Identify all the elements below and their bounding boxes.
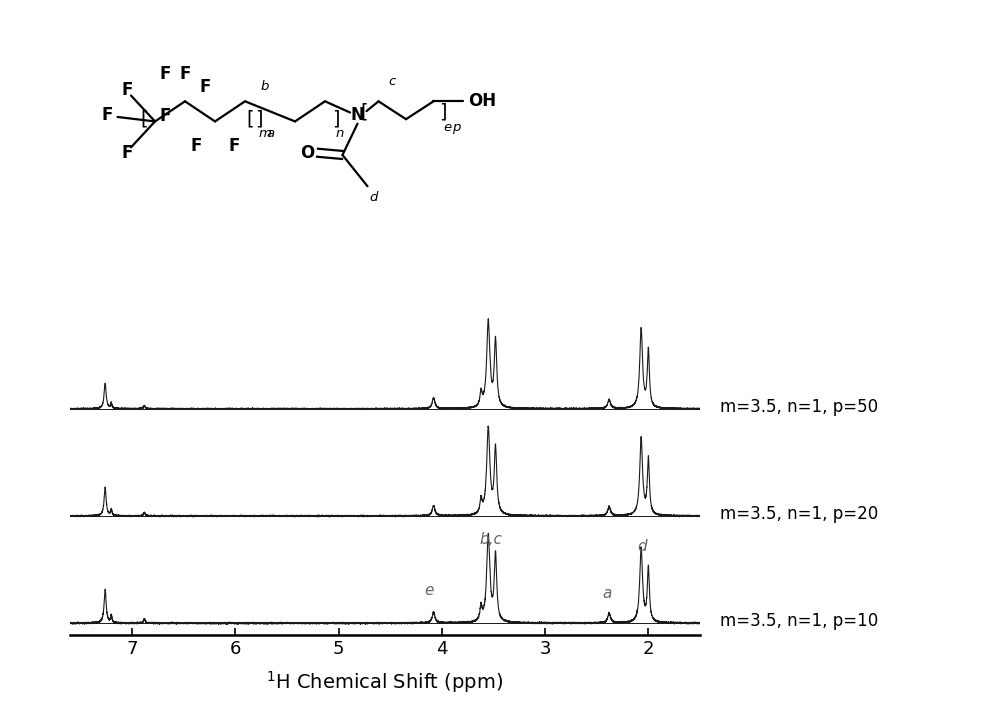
Text: n: n: [336, 128, 344, 140]
Text: O: O: [300, 144, 315, 162]
Text: m=3.5, n=1, p=50: m=3.5, n=1, p=50: [720, 397, 878, 416]
Text: OH: OH: [468, 92, 497, 110]
X-axis label: $^{1}$H Chemical Shift (ppm): $^{1}$H Chemical Shift (ppm): [266, 669, 504, 695]
Text: ]: ]: [255, 109, 262, 128]
Text: b,c: b,c: [480, 532, 503, 546]
Text: e: e: [425, 582, 434, 598]
Text: F: F: [199, 78, 211, 96]
Text: d: d: [637, 539, 647, 554]
Text: F: F: [159, 107, 171, 125]
Text: F: F: [122, 144, 133, 162]
Text: [: [: [246, 109, 254, 128]
Text: c: c: [389, 75, 396, 88]
Text: m=3.5, n=1, p=10: m=3.5, n=1, p=10: [720, 612, 878, 630]
Text: F: F: [228, 137, 240, 155]
Text: b: b: [261, 80, 269, 93]
Text: [: [: [140, 109, 148, 128]
Text: ]: ]: [439, 103, 447, 122]
Text: N: N: [351, 106, 364, 124]
Text: [: [: [360, 103, 367, 122]
Text: F: F: [102, 106, 113, 124]
Text: F: F: [179, 64, 191, 83]
Text: m=3.5, n=1, p=20: m=3.5, n=1, p=20: [720, 505, 878, 523]
Text: a: a: [266, 128, 274, 140]
Text: p: p: [452, 121, 460, 133]
Text: a: a: [602, 586, 612, 601]
Text: d: d: [369, 191, 378, 204]
Text: m: m: [259, 128, 272, 140]
Text: F: F: [159, 64, 171, 83]
Text: F: F: [122, 81, 133, 99]
Text: ]: ]: [332, 109, 340, 128]
Text: e: e: [443, 121, 452, 133]
Text: F: F: [190, 137, 202, 155]
